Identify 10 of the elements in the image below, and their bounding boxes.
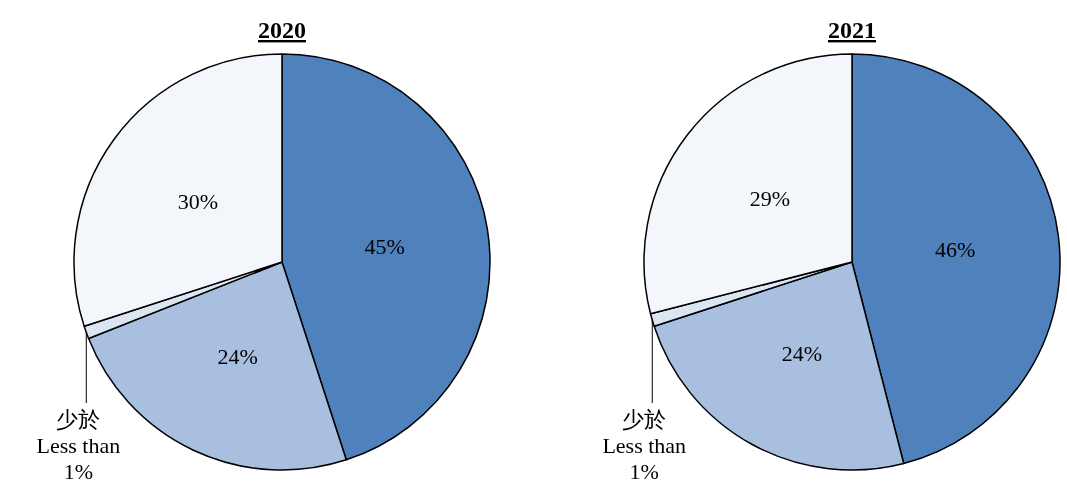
data-label: 46%: [935, 236, 976, 262]
data-label: 少於 Less than 1%: [602, 407, 687, 484]
chart-title: 2021: [828, 17, 876, 43]
data-label: 24%: [781, 341, 823, 367]
data-label: 29%: [749, 186, 790, 212]
data-label: 45%: [364, 233, 405, 259]
data-label: 24%: [217, 344, 258, 370]
data-label: 少於 Less than 1%: [36, 407, 121, 484]
chart-title: 2020: [258, 17, 306, 43]
data-label: 30%: [177, 188, 219, 214]
